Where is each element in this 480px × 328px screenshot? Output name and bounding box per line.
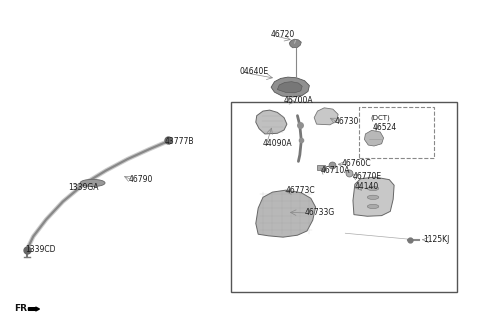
Polygon shape — [364, 130, 384, 146]
Ellipse shape — [367, 204, 379, 209]
Text: 1339GA: 1339GA — [69, 183, 99, 192]
Ellipse shape — [367, 195, 379, 199]
Text: 04640E: 04640E — [240, 67, 269, 76]
Polygon shape — [271, 77, 310, 97]
Text: 46770E: 46770E — [352, 172, 382, 181]
Text: 44140: 44140 — [355, 182, 379, 191]
Polygon shape — [256, 190, 316, 237]
Text: 1125KJ: 1125KJ — [423, 235, 449, 244]
Polygon shape — [353, 177, 394, 216]
Text: 46773C: 46773C — [286, 186, 315, 195]
FancyArrow shape — [28, 307, 39, 311]
Text: 46720: 46720 — [271, 31, 295, 39]
Text: 46733G: 46733G — [305, 208, 335, 217]
Text: 43777B: 43777B — [164, 137, 194, 146]
Polygon shape — [314, 108, 338, 125]
Text: 46730: 46730 — [335, 117, 359, 126]
Text: 46790: 46790 — [129, 175, 153, 184]
Text: 1339CD: 1339CD — [25, 245, 56, 254]
Text: 46760C: 46760C — [341, 159, 371, 169]
Ellipse shape — [367, 186, 379, 191]
Polygon shape — [256, 110, 287, 134]
Text: FR.: FR. — [14, 304, 31, 313]
Text: 46524: 46524 — [373, 123, 397, 132]
FancyBboxPatch shape — [317, 165, 325, 170]
Text: 46700A: 46700A — [284, 96, 313, 106]
Polygon shape — [277, 82, 302, 93]
Text: (DCT): (DCT) — [370, 114, 390, 121]
Polygon shape — [289, 39, 301, 48]
Ellipse shape — [80, 179, 105, 187]
Text: 46710A: 46710A — [321, 166, 350, 175]
Text: 44090A: 44090A — [263, 139, 293, 148]
